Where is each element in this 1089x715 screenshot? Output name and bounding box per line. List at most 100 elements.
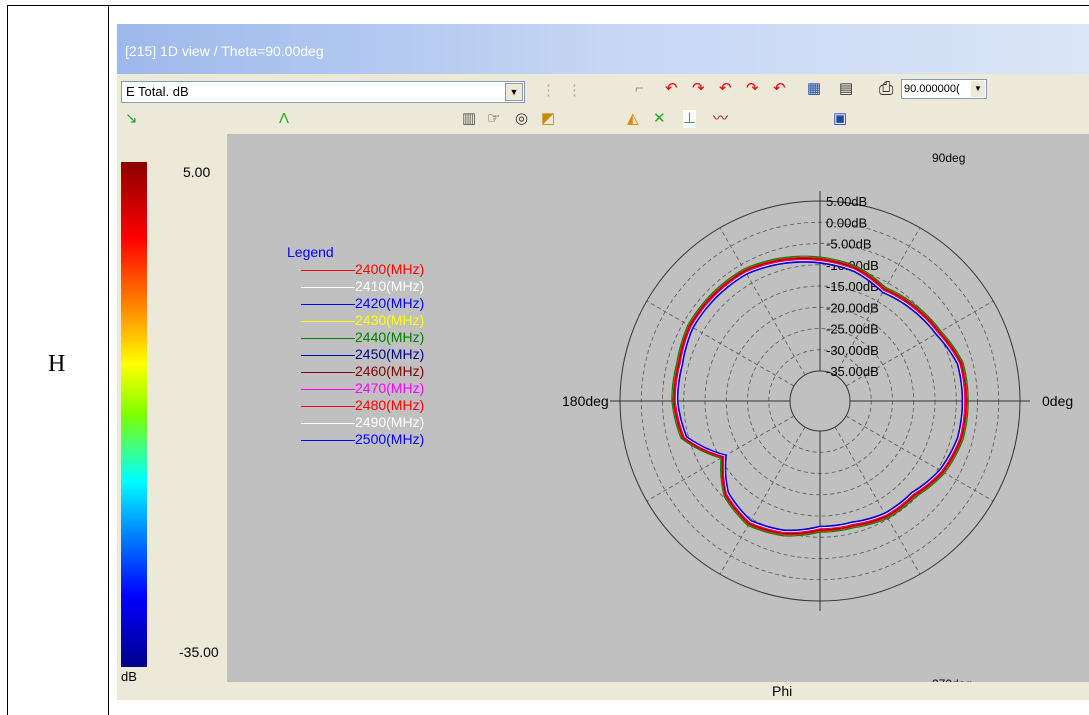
axis-toggle-icon[interactable]: ✕: [653, 110, 666, 127]
color-scale-max: 5.00: [183, 164, 211, 180]
legend-item: 2400(MHz): [287, 261, 424, 278]
ring-label: -15.00dB: [826, 279, 879, 294]
series-trace: [671, 255, 969, 537]
legend-title: Legend: [287, 244, 334, 260]
table-cell-frame: H: [7, 5, 1089, 715]
rotate-down-icon[interactable]: ↷: [692, 80, 705, 97]
legend-item: 2440(MHz): [287, 329, 424, 346]
rotate-left-icon[interactable]: ↶: [665, 80, 678, 97]
polar-grid: 5.00dB0.00dB-5.00dB-10.00dB-15.00dB-20.0…: [610, 191, 1030, 611]
label-0deg: 0deg: [1042, 393, 1073, 409]
series-trace: [672, 256, 968, 536]
printer-icon[interactable]: ⎙: [879, 78, 894, 98]
label-270deg: 270deg: [932, 677, 972, 682]
angle-select[interactable]: 90.000000( ▼: [901, 79, 987, 99]
grid-spoke: [834, 426, 921, 575]
legend-label: 2490(MHz): [355, 414, 425, 430]
table-view-icon[interactable]: ▣: [833, 110, 848, 127]
field-select-value: E Total. dB: [126, 84, 189, 99]
disabled-arrow-icon: ⋮: [541, 82, 556, 99]
legend-item: 2430(MHz): [287, 312, 424, 329]
legend-label: 2470(MHz): [355, 380, 425, 396]
legend-label: 2420(MHz): [355, 295, 425, 311]
legend-item: 2500(MHz): [287, 431, 424, 448]
chart-view-icon[interactable]: ▦: [807, 80, 822, 97]
legend-swatch: [301, 371, 355, 373]
grid-spoke: [719, 227, 806, 376]
legend-item: 2460(MHz): [287, 363, 424, 380]
legend-label: 2480(MHz): [355, 397, 425, 413]
window-title: [215] 1D view / Theta=90.00deg: [125, 43, 324, 59]
export-icon[interactable]: ◩: [541, 110, 556, 127]
x-axis-label: Phi: [772, 683, 793, 699]
legend-item: 2470(MHz): [287, 380, 424, 397]
legend-label: 2430(MHz): [355, 312, 425, 328]
legend-item: 2490(MHz): [287, 414, 424, 431]
ring-label: -5.00dB: [826, 237, 872, 252]
app-window: [215] 1D view / Theta=90.00deg E Total. …: [117, 24, 1089, 700]
table-column-divider: [108, 6, 109, 715]
axis-line-icon[interactable]: ⊥: [683, 110, 697, 128]
field-select[interactable]: E Total. dB ▼: [121, 81, 525, 103]
legend-swatch: [301, 337, 355, 339]
legend-label: 2410(MHz): [355, 278, 425, 294]
grid-spoke: [646, 300, 795, 387]
mirror-icon[interactable]: ◭: [627, 110, 639, 127]
toolbar-bottom: ↘ Λ ▥ ☞ ◎ ◩ ◭ ✕ ⊥ 〰 ▣: [117, 106, 1089, 134]
legend: Legend 2400(MHz) 2410(MHz) 2420(MHz) 2430(M…: [287, 244, 424, 448]
grid-spoke: [845, 300, 994, 387]
toolbar-top: E Total. dB ▼ ⋮ ⋮ ⌐ ↶ ↷ ↶ ↷ ↶ ▦ ▤ ⎙ 90.0…: [117, 74, 1089, 106]
ring-label: 0.00dB: [826, 215, 867, 230]
legend-label: 2450(MHz): [355, 346, 425, 362]
legend-swatch: [301, 286, 355, 288]
legend-label: 2500(MHz): [355, 431, 425, 447]
x-axis-bar: Phi: [227, 682, 1089, 700]
title-bar[interactable]: [215] 1D view / Theta=90.00deg: [117, 24, 1089, 74]
legend-swatch: [301, 354, 355, 356]
inner-ring: [789, 370, 851, 432]
color-scale-unit: dB: [121, 669, 137, 684]
legend-swatch: [301, 405, 355, 407]
legend-item: 2450(MHz): [287, 346, 424, 363]
rotate-right-icon[interactable]: ↷: [746, 80, 759, 97]
legend-swatch: [301, 269, 355, 271]
label-90deg: 90deg: [932, 151, 965, 165]
angle-select-value: 90.000000(: [904, 83, 960, 95]
row-label: H: [48, 351, 66, 377]
grid-chart-icon[interactable]: ▥: [462, 110, 477, 127]
curve-tool-icon[interactable]: ↘: [125, 110, 138, 127]
color-scale: 5.00 -35.00 dB: [117, 134, 227, 684]
legend-swatch: [301, 422, 355, 424]
legend-swatch: [301, 320, 355, 322]
rotate-up-icon[interactable]: ↶: [719, 80, 732, 97]
legend-swatch: [301, 303, 355, 305]
ring-label: -30.00dB: [826, 343, 879, 358]
legend-item: 2420(MHz): [287, 295, 424, 312]
legend-item: 2480(MHz): [287, 397, 424, 414]
polar-chart: 5.00dB0.00dB-5.00dB-10.00dB-15.00dB-20.0…: [562, 151, 1073, 682]
rotate-reset-icon[interactable]: ↶: [773, 80, 786, 97]
ring-label: -35.00dB: [826, 364, 879, 379]
ring-label: -25.00dB: [826, 322, 879, 337]
chevron-down-icon[interactable]: ▼: [505, 83, 523, 101]
polar-view-icon[interactable]: ◎: [515, 110, 529, 127]
series-trace: [673, 257, 967, 535]
peak-marker-icon[interactable]: Λ: [279, 110, 290, 127]
plot-area[interactable]: Legend 2400(MHz) 2410(MHz) 2420(MHz) 2430(M…: [227, 134, 1089, 682]
legend-item: 2410(MHz): [287, 278, 424, 295]
trace-icon[interactable]: 〰: [713, 110, 729, 127]
hand-tool-icon[interactable]: ☞: [487, 110, 501, 127]
document-icon[interactable]: ▤: [839, 80, 854, 97]
label-180deg: 180deg: [562, 393, 609, 409]
ring-label: 5.00dB: [826, 194, 867, 209]
series-trace: [674, 258, 966, 534]
legend-label: 2400(MHz): [355, 261, 425, 277]
series-trace: [676, 261, 964, 532]
color-gradient: [121, 162, 147, 667]
checkbox-icon[interactable]: ⌐: [635, 80, 644, 97]
series-trace: [675, 260, 965, 532]
color-scale-min: -35.00: [179, 644, 219, 660]
chevron-down-icon[interactable]: ▼: [971, 81, 985, 97]
legend-label: 2440(MHz): [355, 329, 425, 345]
legend-label: 2460(MHz): [355, 363, 425, 379]
